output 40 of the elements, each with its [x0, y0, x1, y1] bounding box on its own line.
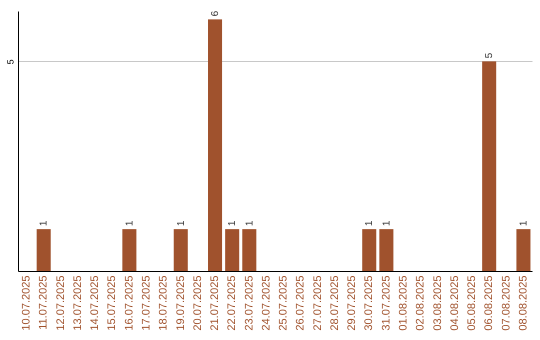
- x-tick-label: 25.07.2025: [278, 276, 290, 331]
- data-label: 6: [210, 10, 222, 16]
- x-tick-label: 30.07.2025: [363, 276, 376, 331]
- x-tick-label: 05.08.2025: [466, 276, 478, 331]
- x-tick-label: 07.08.2025: [500, 276, 512, 331]
- x-tick-label: 10.07.2025: [20, 276, 33, 331]
- data-label: 1: [124, 220, 136, 226]
- x-tick-label: 21.07.2025: [209, 276, 222, 331]
- x-tick-label: 06.08.2025: [483, 276, 496, 331]
- data-label: 1: [381, 220, 392, 226]
- x-tick-label: 28.07.2025: [328, 276, 341, 331]
- x-tick-label: 22.07.2025: [226, 276, 238, 331]
- x-tick-label: 03.08.2025: [432, 276, 444, 331]
- data-label: 1: [38, 220, 50, 226]
- x-tick-label: 15.07.2025: [106, 276, 118, 331]
- x-tick-label: 29.07.2025: [346, 276, 358, 331]
- data-label: 1: [364, 220, 376, 226]
- x-tick-label: 31.07.2025: [380, 276, 392, 331]
- x-tick-label: 04.08.2025: [448, 276, 461, 331]
- x-tick-label: 02.08.2025: [414, 276, 427, 331]
- x-tick-label: 24.07.2025: [260, 276, 272, 331]
- x-tick-label: 08.08.2025: [517, 276, 530, 331]
- x-tick-label: 17.07.2025: [140, 276, 152, 331]
- x-tick-label: 20.07.2025: [192, 276, 204, 331]
- x-tick-label: 16.07.2025: [123, 276, 136, 331]
- x-tick-label: 01.08.2025: [398, 276, 410, 331]
- x-tick-label: 19.07.2025: [174, 276, 187, 331]
- x-tick-label: 23.07.2025: [243, 276, 256, 331]
- x-tick-label: 13.07.2025: [72, 276, 84, 331]
- x-tick-label: 14.07.2025: [89, 276, 102, 331]
- x-tick-label: 26.07.2025: [294, 276, 307, 331]
- x-tick-label: 12.07.2025: [54, 276, 67, 331]
- data-label: 1: [244, 220, 256, 226]
- data-label: 1: [518, 220, 530, 226]
- x-tick-label: 11.07.2025: [38, 276, 50, 330]
- x-tick-label: 27.07.2025: [312, 276, 324, 331]
- data-label: 1: [227, 220, 238, 226]
- x-tick-label: 18.07.2025: [158, 276, 170, 331]
- data-label: 1: [176, 220, 187, 226]
- data-label: 5: [484, 52, 496, 58]
